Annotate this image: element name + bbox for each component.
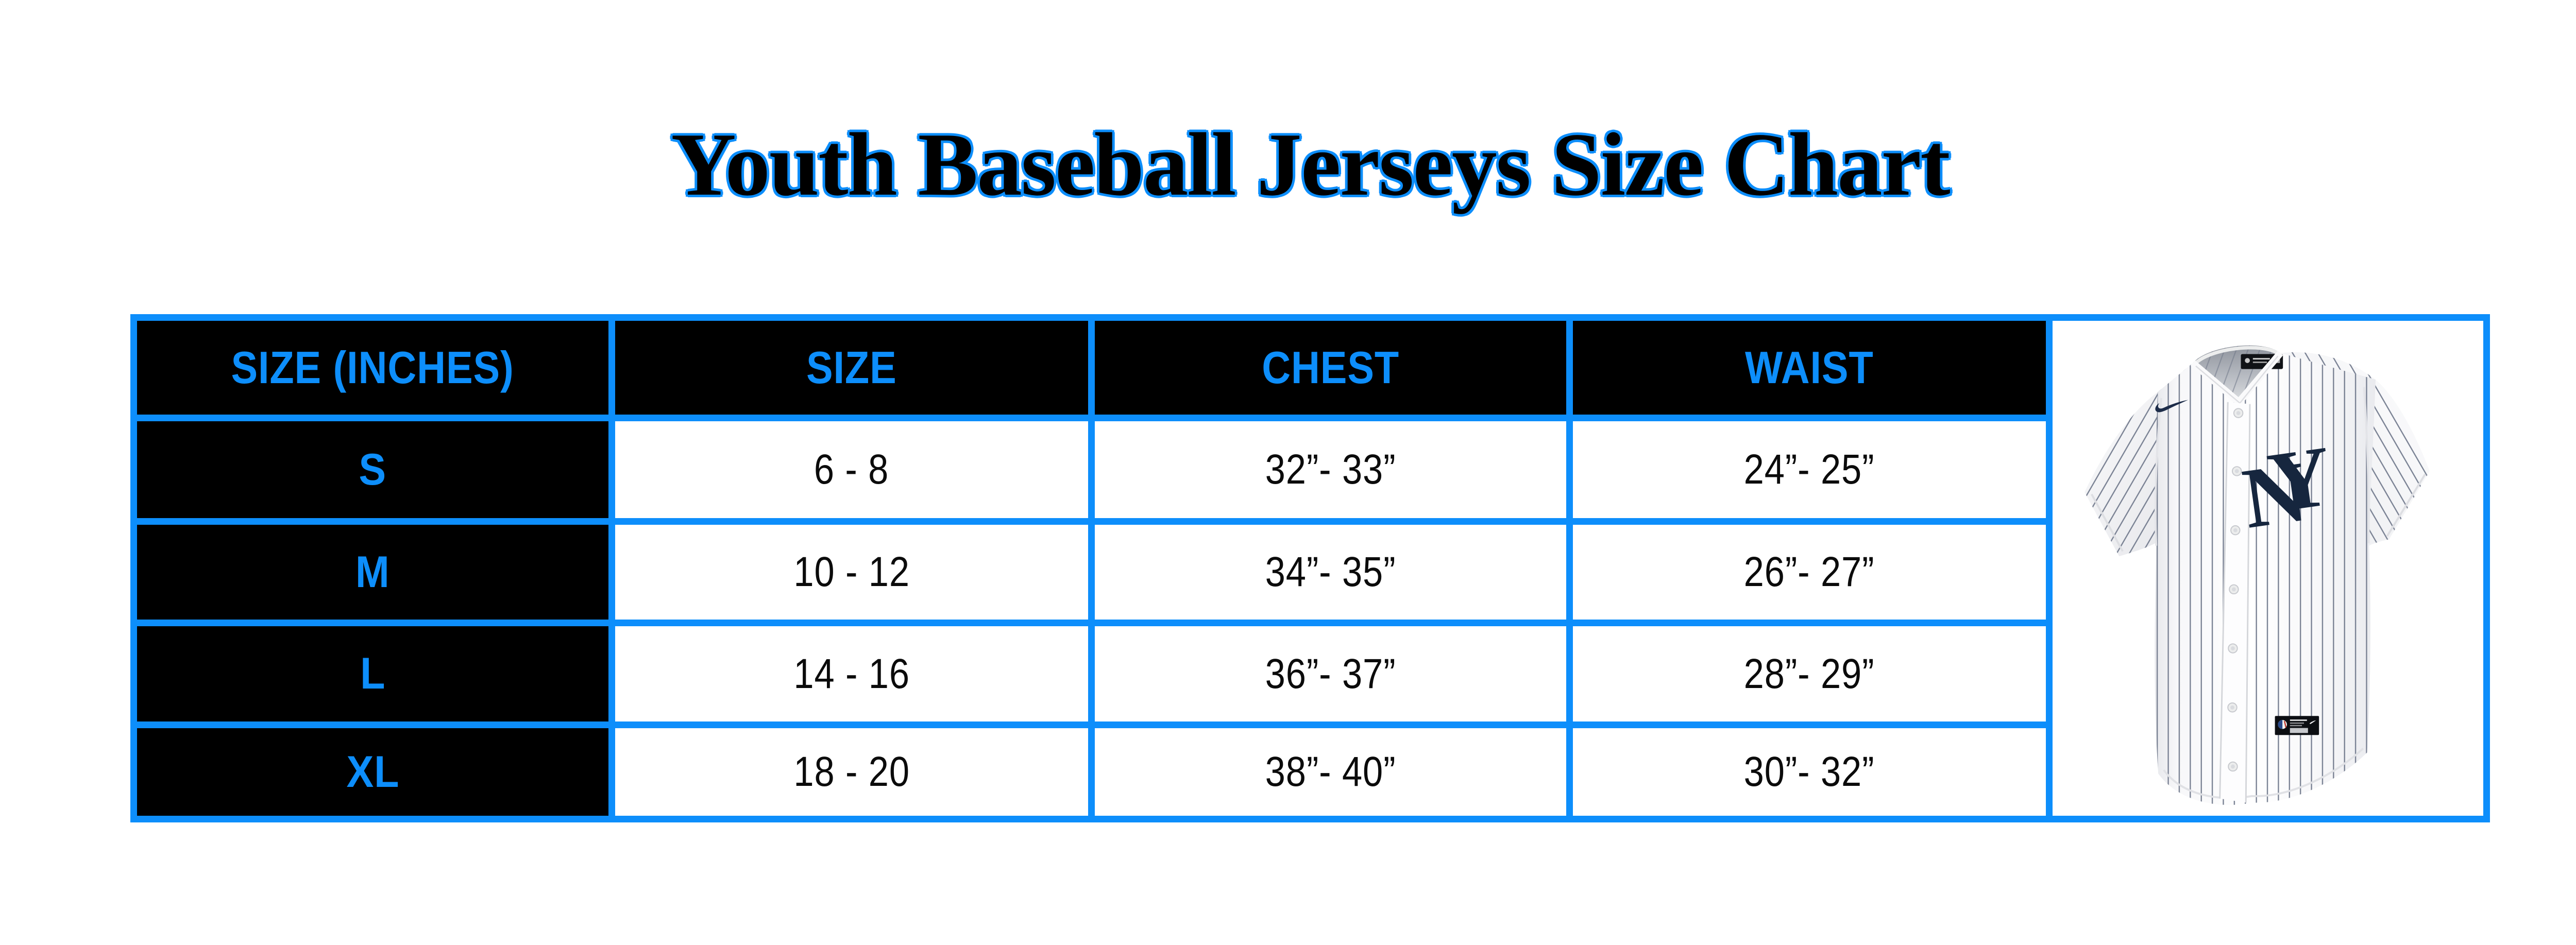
- waist-value: 30”- 32”: [1744, 748, 1875, 795]
- cell-l-size-range: 14 - 16: [615, 626, 1088, 721]
- chest-value: 38”- 40”: [1265, 748, 1396, 795]
- chest-value: 34”- 35”: [1265, 548, 1396, 595]
- cell-s-size-range: 6 - 8: [615, 421, 1088, 518]
- jersey-image: N Y: [2084, 345, 2430, 805]
- size-label: L: [360, 649, 386, 698]
- chest-value: 36”- 37”: [1265, 650, 1396, 697]
- cell-xl-waist: 30”- 32”: [1573, 728, 2046, 816]
- cell-m-size-range: 10 - 12: [615, 525, 1088, 620]
- jersey-right-sleeve: [2280, 352, 2430, 546]
- size-range-value: 10 - 12: [793, 548, 910, 595]
- column-header-size: SIZE: [615, 321, 1088, 415]
- column-header-waist: WAIST: [1573, 321, 2046, 415]
- size-label: S: [359, 444, 387, 494]
- cell-xl-chest: 38”- 40”: [1095, 728, 1566, 816]
- row-header-xl: XL: [137, 728, 608, 816]
- jersey-panel: N Y: [2053, 321, 2483, 816]
- monogram-n: N: [2238, 444, 2312, 547]
- column-header-size-inches: SIZE (INCHES): [137, 321, 608, 415]
- size-chart-table: N Y SIZE (INCHES) SIZE CHEST WAIS: [130, 314, 2490, 822]
- jersey-buttons: [2227, 408, 2244, 772]
- waist-value: 28”- 29”: [1744, 650, 1875, 697]
- cell-m-chest: 34”- 35”: [1095, 525, 1566, 620]
- cell-s-waist: 24”- 25”: [1573, 421, 2046, 518]
- size-range-value: 18 - 20: [793, 748, 910, 795]
- chest-value: 32”- 33”: [1265, 446, 1396, 493]
- waist-value: 26”- 27”: [1744, 548, 1875, 595]
- row-header-l: L: [137, 626, 608, 721]
- monogram-y: Y: [2262, 428, 2337, 531]
- nike-swoosh-icon: [2155, 400, 2189, 413]
- column-header-label: SIZE (INCHES): [231, 342, 515, 393]
- page-title: Youth Baseball Jerseys Size Chart: [671, 114, 1950, 214]
- column-header-label: CHEST: [1262, 342, 1399, 393]
- column-header-chest: CHEST: [1095, 321, 1566, 415]
- waist-value: 24”- 25”: [1744, 446, 1875, 493]
- cell-s-chest: 32”- 33”: [1095, 421, 1566, 518]
- size-range-value: 6 - 8: [814, 446, 889, 493]
- button-placket: [2219, 402, 2251, 803]
- cell-l-waist: 28”- 29”: [1573, 626, 2046, 721]
- size-label: XL: [346, 747, 399, 797]
- size-label: M: [355, 547, 390, 597]
- cell-m-waist: 26”- 27”: [1573, 525, 2046, 620]
- cell-xl-size-range: 18 - 20: [615, 728, 1088, 816]
- column-header-label: WAIST: [1745, 342, 1874, 393]
- size-range-value: 14 - 16: [793, 650, 910, 697]
- row-header-m: M: [137, 525, 608, 620]
- cell-l-chest: 36”- 37”: [1095, 626, 1566, 721]
- row-header-s: S: [137, 421, 608, 518]
- jersey-torso: [2155, 353, 2376, 805]
- ny-interlocking-logo: N Y: [2238, 428, 2337, 547]
- jock-tag: [2275, 716, 2319, 735]
- column-header-label: SIZE: [806, 342, 897, 393]
